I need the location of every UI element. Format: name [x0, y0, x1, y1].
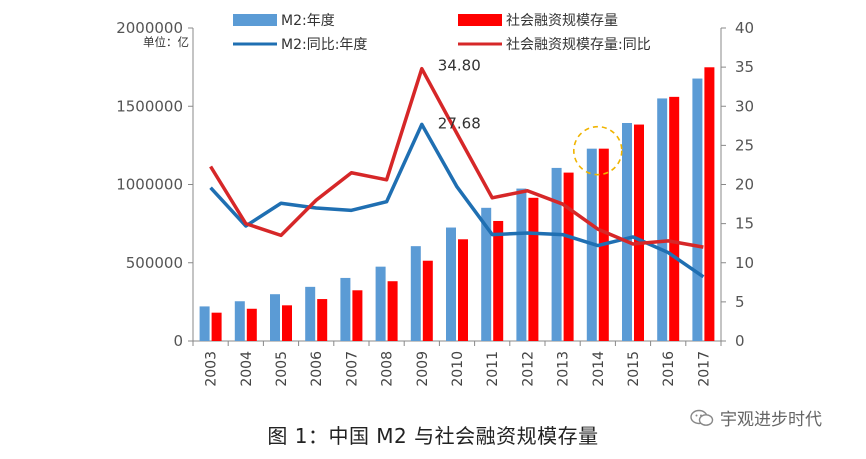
x-tick-label: 2017 [696, 351, 712, 387]
figure-caption: 图 1：中国 M2 与社会融资规模存量 [267, 424, 599, 448]
x-tick-label: 2012 [520, 351, 536, 387]
bar-m2 [234, 301, 245, 341]
x-tick-label: 2003 [204, 351, 220, 387]
bar-social-financing [246, 308, 257, 341]
bar-social-financing [352, 290, 363, 341]
bar-social-financing [704, 67, 715, 342]
x-tick-label: 2015 [626, 351, 642, 387]
data-label: 27.68 [438, 114, 481, 132]
bar-m2 [481, 207, 492, 341]
legend-label: M2:同比:年度 [281, 37, 367, 53]
x-tick-label: 2010 [450, 351, 466, 387]
wechat-icon [690, 409, 714, 426]
right-tick-label: 25 [735, 136, 754, 154]
x-tick-label: 2016 [661, 351, 677, 387]
bar-social-financing [387, 281, 398, 341]
x-tick-label: 2005 [274, 351, 290, 387]
bar-social-financing [669, 96, 680, 341]
x-tick-label: 2014 [591, 351, 607, 387]
bar-m2 [270, 294, 280, 341]
right-tick-label: 40 [735, 19, 754, 37]
right-tick-label: 0 [735, 332, 745, 350]
bar-social-financing [634, 124, 644, 341]
right-tick-label: 30 [735, 97, 754, 115]
bar-m2 [375, 266, 386, 341]
line-social-financing-yoy [209, 66, 704, 249]
bar-m2 [199, 306, 210, 341]
bar-social-financing [422, 260, 433, 341]
bar-social-financing [458, 239, 468, 341]
bar-m2 [657, 98, 668, 341]
legend-label: 社会融资规模存量 [506, 13, 618, 29]
left-tick-label: 500000 [126, 254, 183, 272]
highlight-circle [572, 125, 623, 176]
left-tick-label: 0 [173, 332, 183, 350]
legend-swatch [233, 14, 277, 26]
x-tick-label: 2006 [309, 351, 325, 387]
legend-label: M2:年度 [281, 13, 335, 29]
bar-m2 [305, 286, 316, 341]
x-tick-label: 2004 [239, 351, 255, 387]
bar-m2 [516, 188, 527, 341]
bar-m2 [692, 78, 703, 341]
bar-social-financing [211, 312, 222, 341]
left-tick-label: 1500000 [116, 97, 183, 115]
bar-social-financing [493, 220, 504, 341]
data-label: 34.80 [438, 57, 481, 75]
bar-social-financing [282, 305, 292, 341]
unit-label: 单位：亿 [143, 35, 189, 49]
bar-m2 [446, 227, 456, 341]
right-tick-label: 15 [735, 215, 754, 233]
bar-social-financing [317, 299, 328, 341]
bar-social-financing [563, 172, 574, 341]
x-tick-label: 2007 [344, 351, 360, 387]
right-tick-label: 20 [735, 176, 754, 194]
x-tick-label: 2008 [380, 351, 396, 387]
right-tick-label: 10 [735, 254, 754, 272]
bar-m2 [551, 167, 562, 341]
x-tick-label: 2011 [485, 351, 501, 387]
x-tick-label: 2009 [415, 351, 431, 387]
bar-m2 [622, 122, 632, 341]
watermark-text: 宇观进步时代 [720, 410, 822, 430]
bar-social-financing [528, 197, 539, 341]
right-tick-label: 5 [735, 293, 745, 311]
bar-m2 [340, 277, 351, 341]
left-tick-label: 2000000 [116, 19, 183, 37]
watermark: 宇观进步时代 [690, 405, 822, 430]
left-tick-label: 1000000 [116, 176, 183, 194]
right-tick-label: 35 [735, 58, 754, 76]
x-tick-label: 2013 [556, 351, 572, 387]
bar-m2 [410, 246, 421, 341]
legend-label: 社会融资规模存量:同比 [506, 37, 651, 53]
legend-swatch [458, 14, 502, 26]
